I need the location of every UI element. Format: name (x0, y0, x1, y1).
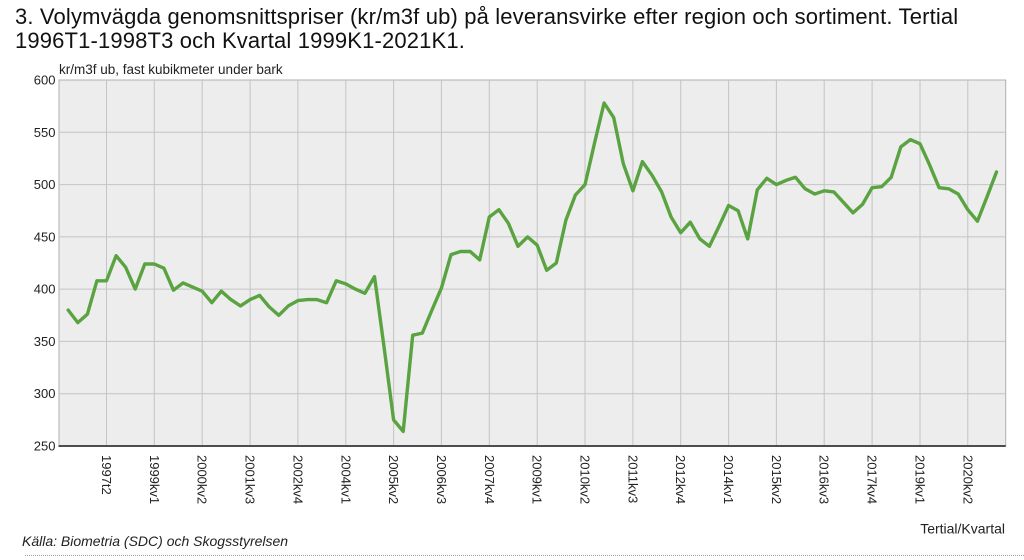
svg-text:2004kv1: 2004kv1 (338, 455, 353, 504)
svg-text:1997t2: 1997t2 (99, 455, 114, 495)
svg-text:2019kv1: 2019kv1 (913, 455, 928, 504)
svg-text:2002kv4: 2002kv4 (290, 455, 305, 504)
svg-text:2012kv4: 2012kv4 (673, 455, 688, 504)
svg-text:2017kv4: 2017kv4 (865, 455, 880, 504)
svg-text:2006kv3: 2006kv3 (434, 455, 449, 504)
svg-text:2009kv1: 2009kv1 (530, 455, 545, 504)
svg-text:450: 450 (34, 229, 56, 244)
svg-text:2011kv3: 2011kv3 (625, 455, 640, 503)
svg-text:500: 500 (34, 177, 56, 192)
svg-text:2016kv3: 2016kv3 (817, 455, 832, 504)
svg-text:1999kv1: 1999kv1 (147, 455, 162, 504)
svg-text:400: 400 (34, 282, 56, 297)
svg-text:2020kv2: 2020kv2 (960, 455, 975, 504)
svg-text:2005kv2: 2005kv2 (386, 455, 401, 504)
svg-text:kr/m3f ub, fast kubikmeter und: kr/m3f ub, fast kubikmeter under bark (59, 62, 283, 77)
svg-text:550: 550 (34, 125, 56, 140)
svg-text:2001kv3: 2001kv3 (243, 455, 258, 504)
svg-text:2000kv2: 2000kv2 (195, 455, 210, 504)
svg-text:Tertial/Kvartal: Tertial/Kvartal (920, 521, 1005, 537)
svg-text:600: 600 (34, 73, 56, 88)
svg-text:250: 250 (34, 439, 56, 454)
svg-text:2007kv4: 2007kv4 (482, 455, 497, 504)
svg-text:350: 350 (34, 334, 56, 349)
svg-text:2014kv1: 2014kv1 (721, 455, 736, 504)
svg-text:300: 300 (34, 386, 56, 401)
svg-text:2010kv2: 2010kv2 (578, 455, 593, 504)
svg-text:2015kv2: 2015kv2 (769, 455, 784, 504)
